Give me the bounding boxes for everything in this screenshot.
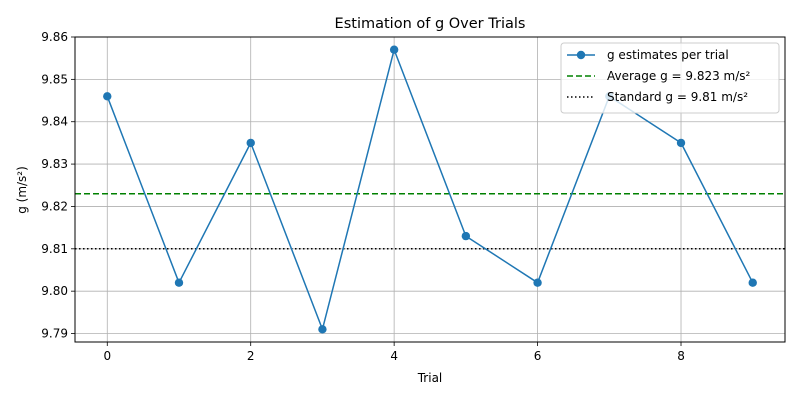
- y-tick-label: 9.84: [41, 115, 68, 129]
- y-tick-label: 9.83: [41, 157, 68, 171]
- chart-title: Estimation of g Over Trials: [335, 16, 526, 32]
- data-point: [318, 325, 327, 334]
- y-tick-label: 9.81: [41, 242, 68, 256]
- series-line-g-estimates: [106, 48, 754, 331]
- y-tick-label: 9.82: [41, 199, 68, 213]
- data-point: [103, 92, 112, 101]
- x-tick-label: 4: [390, 349, 398, 363]
- y-axis: 9.79 9.80 9.81 9.82 9.83 9.84 9.85 9.86: [41, 30, 75, 341]
- x-tick-label: 8: [677, 349, 685, 363]
- legend-label: Standard g = 9.81 m/s²: [607, 90, 748, 104]
- legend-swatch-marker: [576, 50, 586, 60]
- data-point: [174, 278, 184, 287]
- y-axis-title: g (m/s²): [15, 166, 29, 214]
- data-point: [533, 278, 542, 287]
- y-tick-label: 9.79: [41, 327, 68, 341]
- data-point: [461, 231, 471, 241]
- data-point: [676, 138, 686, 148]
- y-tick-label: 9.86: [41, 30, 68, 44]
- x-tick-label: 0: [103, 349, 111, 363]
- reference-lines: [75, 192, 785, 250]
- x-tick-label: 6: [534, 349, 542, 363]
- legend: g estimates per trial Average g = 9.823 m…: [560, 42, 780, 114]
- x-axis-title: Trial: [417, 371, 443, 385]
- plot-frame: [74, 36, 786, 343]
- grid: [75, 36, 785, 342]
- data-point: [389, 45, 399, 54]
- legend-label: Average g = 9.823 m/s²: [607, 69, 751, 83]
- data-point: [246, 138, 255, 148]
- data-point: [748, 278, 757, 287]
- legend-label: g estimates per trial: [607, 48, 729, 62]
- x-tick-label: 2: [247, 349, 255, 363]
- y-tick-label: 9.80: [41, 284, 68, 298]
- y-tick-label: 9.85: [41, 72, 68, 86]
- legend-box: [560, 42, 780, 114]
- x-axis: 0 2 4 6 8: [103, 342, 685, 363]
